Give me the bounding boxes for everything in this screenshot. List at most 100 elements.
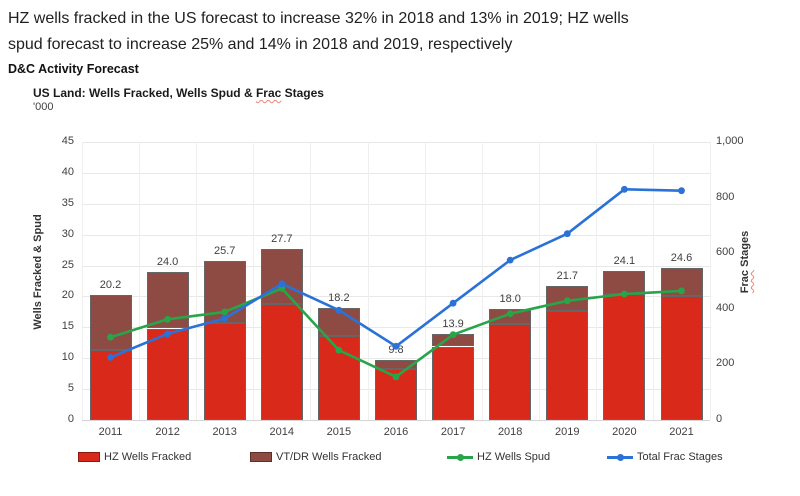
data-point-marker [449,299,457,307]
bar-vtdr-wells-fracked-2011 [89,295,132,351]
h-gridline [82,203,710,205]
legend-item-total-frac-stages: Total Frac Stages [607,450,723,464]
legend-label: HZ Wells Fracked [104,451,192,463]
x-axis-label-2011: 2011 [98,426,123,438]
legend-label: VT/DR Wells Fracked [276,451,382,463]
h-gridline [82,420,710,421]
y-axis-left-tick: 10 [61,351,74,364]
chart-title-prefix: US Land: Wells Fracked, Wells Spud & [33,86,256,100]
bar-hz-wells-fracked-2020 [603,294,646,420]
bar-hz-wells-fracked-2018 [489,323,532,420]
bar-hz-wells-fracked-2017 [432,346,475,420]
section-title: D&C Activity Forecast [8,62,139,76]
h-gridline [82,172,710,174]
v-gridline [253,142,255,420]
bar-vtdr-wells-fracked-2016 [375,359,417,370]
bar-vtdr-wells-fracked-2012 [146,271,189,329]
bar-hz-wells-fracked-2021 [660,295,703,420]
y-axis-left-tick: 5 [67,382,74,395]
x-axis-label-2017: 2017 [440,426,466,438]
bar-total-label-2014: 27.7 [271,232,293,245]
bar-total-label-2015: 18.2 [328,291,350,304]
bar-vtdr-wells-fracked-2018 [489,308,532,324]
y-axis-right-tick: 400 [716,301,735,314]
bar-total-label-2020: 24.1 [613,255,636,268]
bar-hz-wells-fracked-2012 [146,328,189,420]
x-axis-label-2019: 2019 [555,426,580,438]
vtdr-wells-fracked-swatch-icon [250,452,272,462]
v-gridline [82,142,83,420]
y-axis-right-tick: 1,000 [716,135,744,147]
y-axis-left-tick: 25 [61,258,74,271]
bar-vtdr-wells-fracked-2019 [546,285,589,311]
bar-vtdr-wells-fracked-2015 [317,307,360,336]
y-axis-right-tick: 0 [716,413,723,425]
data-point-marker [621,185,628,193]
bar-hz-wells-fracked-2011 [89,350,132,420]
bar-hz-wells-fracked-2013 [203,323,246,420]
bar-vtdr-wells-fracked-2014 [260,248,303,304]
data-point-marker [678,187,685,195]
v-gridline [310,142,312,420]
v-gridline [367,142,369,420]
chart-title: US Land: Wells Fracked, Wells Spud & Fra… [33,86,324,100]
bar-vtdr-wells-fracked-2020 [603,271,646,294]
x-axis-label-2021: 2021 [669,426,694,438]
v-gridline [424,142,426,420]
legend-item-vtdr-wells-fracked: VT/DR Wells Fracked [250,450,382,464]
x-axis-label-2020: 2020 [612,426,637,438]
bar-total-label-2017: 13.9 [442,318,464,331]
y-axis-left-tick: 45 [61,135,74,147]
headline: HZ wells fracked in the US forecast to i… [8,6,788,58]
headline-line2: spud forecast to increase 25% and 14% in… [8,36,513,53]
legend-label: HZ Wells Spud [477,451,551,463]
bar-vtdr-wells-fracked-2021 [660,268,703,296]
bar-hz-wells-fracked-2016 [375,369,417,420]
h-gridline [82,142,710,143]
h-gridline [82,234,710,236]
y-axis-right-tick: 800 [716,190,735,203]
bar-total-label-2021: 24.6 [670,252,693,264]
chart-title-suffix: Stages [281,86,324,100]
legend-item-hz-wells-spud: HZ Wells Spud [447,450,550,464]
v-gridline [481,142,483,420]
bar-vtdr-wells-fracked-2017 [432,334,475,347]
y-axis-right-tick: 600 [716,246,735,259]
bar-total-label-2011: 20.2 [99,279,122,292]
units-label: '000 [33,101,54,113]
y-axis-left-tick: 0 [67,413,74,425]
x-axis-label-2018: 2018 [497,426,523,438]
y-axis-left-tick: 35 [61,196,74,209]
chart-title-frac-word: Frac [255,86,282,100]
x-axis-label-2013: 2013 [212,426,237,438]
x-axis-label-2014: 2014 [269,426,295,438]
bar-hz-wells-fracked-2015 [317,336,360,420]
x-axis-label-2016: 2016 [383,426,409,438]
x-axis-label-2015: 2015 [326,426,352,438]
data-point-marker [563,230,571,238]
bar-total-label-2016: 9.8 [388,343,404,356]
bar-hz-wells-fracked-2014 [260,303,303,420]
v-gridline [710,142,711,420]
headline-line1: HZ wells fracked in the US forecast to i… [8,10,629,27]
bar-total-label-2019: 21.7 [556,269,578,282]
v-gridline [196,142,198,420]
legend-item-hz-wells-fracked: HZ Wells Fracked [78,450,191,464]
bar-total-label-2012: 24.0 [156,255,179,268]
y-axis-left-tick: 40 [61,165,74,178]
x-axis-label-2012: 2012 [155,426,180,438]
hz-wells-spud-swatch-icon [447,451,473,463]
bar-hz-wells-fracked-2019 [546,310,589,420]
v-gridline [652,142,654,420]
y-axis-left-tick: 30 [61,227,74,240]
y-axis-right-tick: 200 [716,357,735,370]
bar-total-label-2018: 18.0 [499,292,521,305]
y-axis-left-tick: 15 [61,320,74,333]
bar-total-label-2013: 25.7 [213,245,236,258]
total-frac-stages-swatch-icon [607,451,633,463]
data-point-marker [506,256,514,264]
bar-vtdr-wells-fracked-2013 [203,261,246,323]
